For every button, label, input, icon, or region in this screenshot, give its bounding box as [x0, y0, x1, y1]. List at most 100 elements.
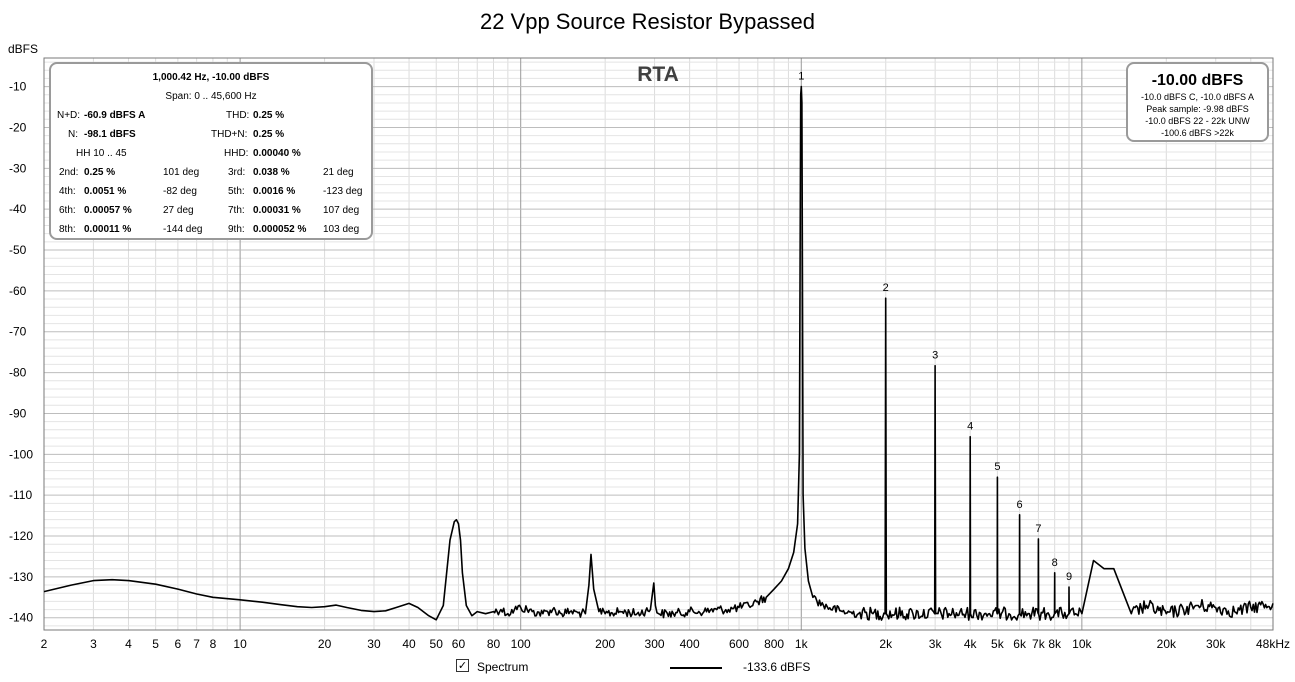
x-tick-label: 50: [430, 637, 444, 651]
x-tick-label: 600: [729, 637, 749, 651]
harmonic-label: 7th:: [228, 205, 245, 216]
x-tick-label: 5k: [991, 637, 1005, 651]
x-tick-label: 3: [90, 637, 97, 651]
hhd-value: 0.00040 %: [253, 148, 301, 159]
noise-value: -98.1 dBFS: [84, 129, 136, 140]
harmonic-peak-label: 2: [883, 282, 889, 294]
y-tick-label: -20: [9, 120, 27, 134]
y-tick-label: -50: [9, 243, 27, 257]
y-tick-label: -70: [9, 325, 27, 339]
harmonic-label: 9th:: [228, 224, 245, 235]
harmonic-phase: 107 deg: [323, 205, 360, 216]
x-tick-label: 4: [125, 637, 132, 651]
rta-label: RTA: [637, 63, 679, 86]
level-peak-sample: Peak sample: -9.98 dBFS: [1146, 104, 1249, 114]
plot-area: [43, 57, 1274, 631]
level-above-22k: -100.6 dBFS >22k: [1161, 128, 1234, 138]
x-tick-label: 2k: [879, 637, 893, 651]
harmonic-value: 0.0051 %: [84, 186, 127, 197]
x-tick-label: 20: [318, 637, 332, 651]
x-tick-label: 10: [233, 637, 247, 651]
harmonic-value: 0.00057 %: [84, 205, 132, 216]
x-tick-label: 800: [764, 637, 784, 651]
harmonic-value: 0.00031 %: [253, 205, 301, 216]
y-tick-label: -90: [9, 406, 27, 420]
harmonic-phase: -123 deg: [323, 186, 363, 197]
harmonic-phase: 101 deg: [163, 167, 200, 178]
x-tick-label: 48kHz: [1256, 637, 1290, 651]
harmonic-label: 4th:: [59, 186, 76, 197]
hh-range: HH 10 .. 45: [76, 148, 127, 159]
x-tick-label: 7: [193, 637, 200, 651]
harmonic-peak-label: 5: [994, 461, 1000, 473]
x-tick-label: 100: [511, 637, 531, 651]
harmonic-value: 0.038 %: [253, 167, 290, 178]
harmonic-label: 5th:: [228, 186, 245, 197]
x-tick-label: 5: [152, 637, 159, 651]
y-tick-label: -120: [9, 529, 33, 543]
legend-line-swatch: [670, 667, 722, 669]
y-tick-label: -10: [9, 80, 27, 94]
x-tick-label: 8: [210, 637, 217, 651]
span-readout: Span: 0 .. 45,600 Hz: [51, 91, 371, 102]
x-tick-label: 300: [645, 637, 665, 651]
x-tick-label: 3k: [929, 637, 943, 651]
x-tick-label: 6: [175, 637, 182, 651]
y-tick-label: -60: [9, 284, 27, 298]
harmonic-value: 0.000052 %: [253, 224, 307, 235]
x-tick-label: 4k: [964, 637, 978, 651]
y-tick-label: -100: [9, 447, 33, 461]
x-tick-label: 20k: [1157, 637, 1177, 651]
x-tick-label: 2: [41, 637, 48, 651]
thdn-label: THD+N:: [211, 129, 248, 140]
chart-title: 22 Vpp Source Resistor Bypassed: [479, 9, 816, 34]
harmonic-phase: -144 deg: [163, 224, 203, 235]
level-panel[interactable]: -10.00 dBFS -10.0 dBFS C, -10.0 dBFS A P…: [1126, 62, 1269, 142]
harmonic-label: 3rd:: [228, 167, 246, 178]
harmonic-peak-label: 8: [1052, 557, 1058, 569]
x-tick-label: 8k: [1048, 637, 1062, 651]
x-tick-label: 6k: [1013, 637, 1027, 651]
harmonic-phase: -82 deg: [163, 186, 197, 197]
y-tick-label: -40: [9, 202, 27, 216]
noise-label: N:: [68, 129, 78, 140]
harmonic-phase: 21 deg: [323, 167, 354, 178]
harmonic-label: 2nd:: [59, 167, 79, 178]
y-tick-label: -80: [9, 366, 27, 380]
level-main-value: -10.00 dBFS: [1151, 72, 1244, 89]
nd-label: N+D:: [57, 110, 81, 121]
measurement-info-panel[interactable]: 1,000.42 Hz, -10.00 dBFS Span: 0 .. 45,6…: [49, 62, 373, 240]
span-text: Span: 0 .. 45,600 Hz: [165, 91, 257, 102]
x-tick-label: 200: [595, 637, 615, 651]
hhd-label: HHD:: [224, 148, 249, 159]
thdn-value: 0.25 %: [253, 129, 285, 140]
spectrum-trace-0: [43, 85, 1274, 621]
x-tick-label: 60: [452, 637, 466, 651]
spectrum-checkbox[interactable]: ✓: [456, 659, 469, 672]
harmonic-peak-label: 4: [967, 421, 973, 433]
harmonic-peak-label: 9: [1066, 571, 1072, 583]
harmonic-peak-label: 6: [1017, 499, 1023, 511]
harmonic-peak-label: 3: [932, 350, 938, 362]
x-tick-label: 80: [487, 637, 501, 651]
level-band: -10.0 dBFS 22 - 22k UNW: [1145, 116, 1250, 126]
x-tick-label: 40: [402, 637, 416, 651]
x-tick-label: 1k: [795, 637, 809, 651]
harmonic-peak-label: 7: [1035, 523, 1041, 535]
thd-label: THD:: [226, 110, 250, 121]
legend-label[interactable]: Spectrum: [477, 660, 529, 674]
x-tick-label: 400: [680, 637, 700, 651]
harmonic-peak-label: 1: [798, 71, 804, 83]
y-tick-label: -30: [9, 161, 27, 175]
harmonic-label: 6th:: [59, 205, 76, 216]
legend-value: -133.6 dBFS: [743, 660, 811, 674]
y-axis-label: dBFS: [8, 42, 38, 56]
y-tick-label: -130: [9, 570, 33, 584]
nd-value: -60.9 dBFS A: [84, 110, 146, 121]
level-weighted: -10.0 dBFS C, -10.0 dBFS A: [1140, 92, 1255, 102]
x-tick-label: 10k: [1072, 637, 1092, 651]
harmonic-label: 8th:: [59, 224, 76, 235]
x-tick-label: 30: [367, 637, 381, 651]
x-tick-label: 7k: [1032, 637, 1046, 651]
